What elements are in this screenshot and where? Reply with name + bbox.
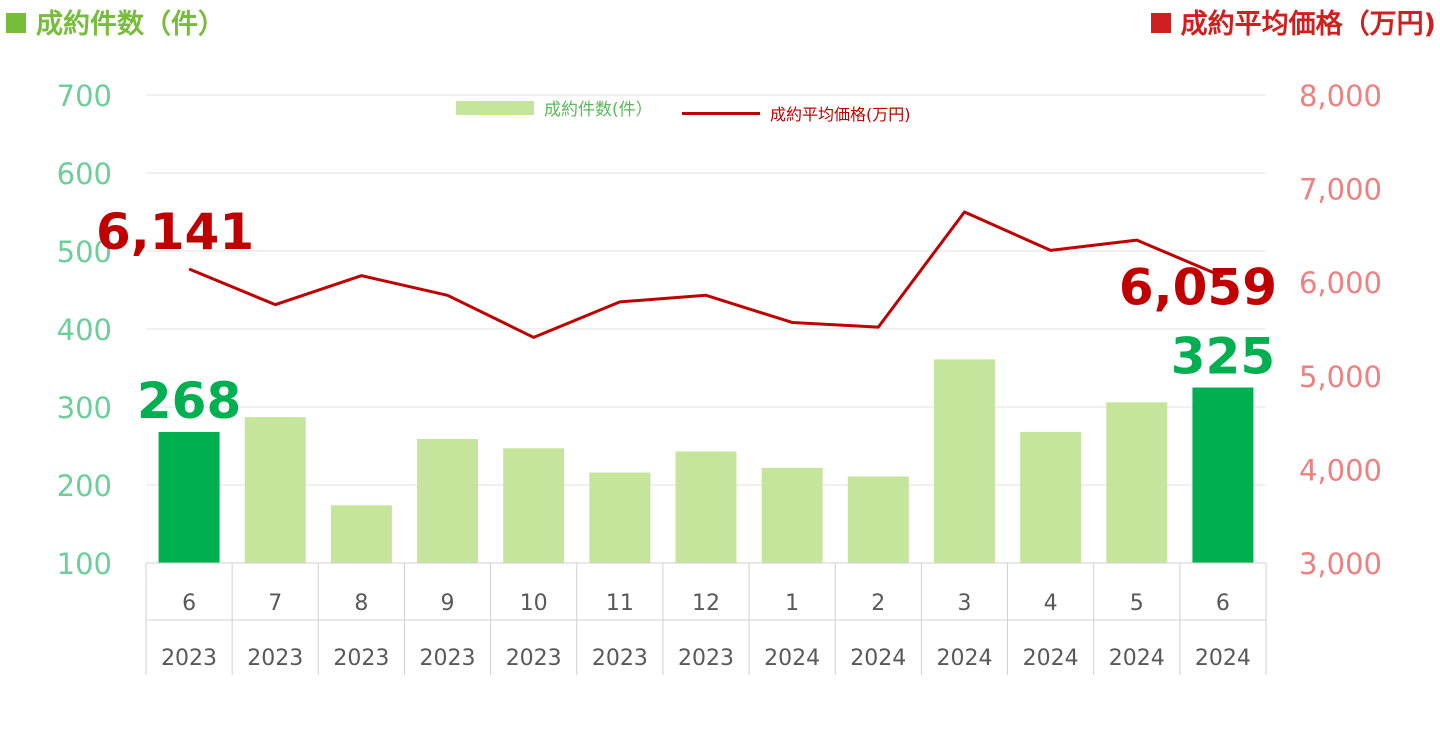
month-label: 1: [785, 591, 799, 616]
year-label: 2024: [1195, 646, 1251, 671]
left-axis-tick: 700: [57, 79, 112, 113]
bar: [1020, 431, 1082, 563]
chart-legend: 成約件数(件） 成約平均価格(万円): [456, 95, 935, 125]
left-axis-title: 成約件数（件）: [6, 2, 225, 41]
bar: [330, 505, 392, 563]
year-label: 2023: [678, 646, 734, 671]
data-label: 268: [137, 372, 241, 430]
bar: [244, 417, 306, 563]
year-label: 2024: [764, 646, 820, 671]
green-square-icon: [6, 12, 26, 33]
bar: [417, 438, 479, 563]
red-square-icon: [1150, 12, 1171, 33]
legend-item-bar: 成約件数(件）: [456, 95, 653, 120]
data-label: 325: [1171, 328, 1275, 386]
year-label: 2024: [936, 646, 992, 671]
year-label: 2023: [247, 646, 303, 671]
month-label: 3: [957, 591, 971, 616]
legend-line-swatch: [682, 111, 761, 115]
left-axis-tick: 200: [57, 469, 112, 503]
bar: [589, 472, 651, 563]
month-label: 10: [520, 591, 548, 616]
month-label: 8: [354, 591, 368, 616]
year-label: 2024: [1109, 646, 1165, 671]
data-label: 6,141: [96, 203, 254, 261]
right-axis-tick: 8,000: [1299, 79, 1382, 113]
legend-item-line: 成約平均価格(万円): [682, 101, 911, 125]
month-label: 6: [1216, 591, 1230, 616]
month-label: 7: [268, 591, 282, 616]
right-axis-tick: 6,000: [1299, 266, 1382, 300]
bar: [158, 431, 220, 563]
bar: [1106, 402, 1168, 563]
bar: [933, 359, 995, 563]
bar: [847, 476, 909, 563]
left-axis-tick: 300: [57, 391, 112, 425]
month-label: 11: [606, 591, 634, 616]
legend-bar-swatch: [456, 100, 534, 115]
bar: [761, 467, 823, 563]
legend-bar-label: 成約件数(件）: [544, 100, 653, 120]
month-label: 4: [1044, 591, 1058, 616]
legend-line-label: 成約平均価格(万円): [770, 105, 911, 124]
month-label: 6: [182, 591, 196, 616]
month-label: 12: [692, 591, 720, 616]
bar: [675, 451, 737, 563]
year-label: 2024: [1023, 646, 1079, 671]
right-axis-tick: 7,000: [1299, 173, 1382, 207]
month-label: 2: [871, 591, 885, 616]
right-axis-tick: 3,000: [1299, 547, 1382, 581]
bar: [1192, 387, 1254, 563]
price-line: [188, 210, 1224, 339]
month-label: 5: [1130, 591, 1144, 616]
right-axis-title: 成約平均価格（万円): [1150, 2, 1436, 41]
right-axis-tick: 4,000: [1299, 453, 1382, 487]
left-axis-tick: 500: [57, 235, 112, 269]
right-axis-tick: 5,000: [1299, 360, 1382, 394]
left-axis-title-text: 成約件数（件）: [36, 9, 225, 40]
month-label: 9: [441, 591, 455, 616]
year-label: 2023: [420, 646, 476, 671]
left-axis-tick: 600: [57, 157, 112, 191]
year-label: 2024: [850, 646, 906, 671]
data-label: 6,059: [1119, 259, 1277, 317]
year-label: 2023: [333, 646, 389, 671]
left-axis-tick: 100: [57, 547, 112, 581]
year-label: 2023: [592, 646, 648, 671]
bar: [503, 448, 565, 563]
right-axis-title-text: 成約平均価格（万円): [1180, 9, 1436, 40]
left-axis-tick: 400: [57, 313, 112, 347]
year-label: 2023: [506, 646, 562, 671]
year-label: 2023: [161, 646, 217, 671]
